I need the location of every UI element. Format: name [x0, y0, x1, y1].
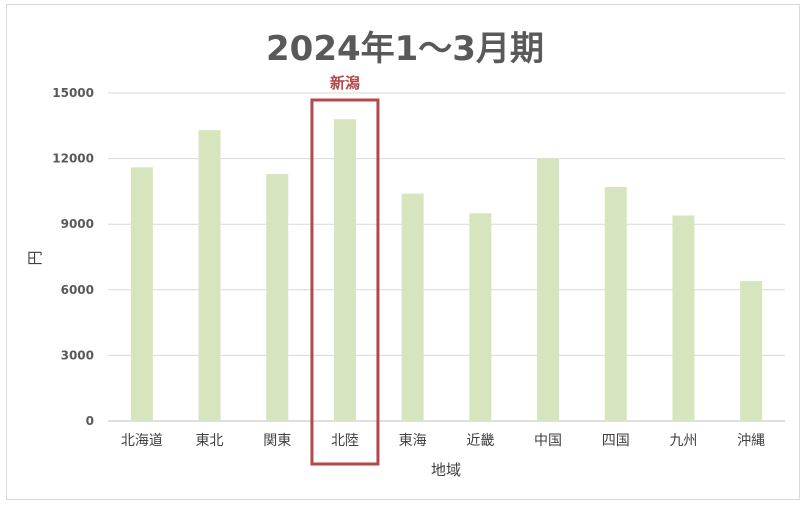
gridlines [108, 92, 785, 422]
y-tick-labels: 0 3000 6000 9000 12000 15000 [52, 86, 94, 428]
bars [130, 119, 763, 422]
highlight-label: 新潟 [330, 74, 360, 92]
x-tick-label: 四国 [602, 433, 630, 449]
y-axis-label: 円 [26, 250, 44, 265]
chart-frame [6, 4, 800, 500]
chart-title: 2024年1～3月期 [266, 29, 544, 69]
y-tick-label: 0 [86, 414, 94, 428]
x-tick-label: 中国 [534, 433, 562, 449]
y-tick-label: 6000 [61, 283, 94, 297]
bar [266, 173, 289, 421]
y-tick-label: 12000 [52, 152, 94, 166]
x-tick-labels: 北海道 東北 関東 北陸 東海 近畿 中国 四国 九州 沖縄 [121, 433, 765, 449]
highlight-box [310, 98, 380, 466]
x-tick-label: 近畿 [466, 433, 494, 449]
y-tick-label: 15000 [52, 86, 94, 100]
x-tick-label: 関東 [263, 433, 291, 449]
y-tick-label: 3000 [61, 348, 94, 362]
bar [198, 130, 221, 421]
x-tick-label: 北海道 [121, 433, 163, 449]
x-tick-label: 沖縄 [737, 433, 765, 449]
bar [604, 187, 627, 421]
bar [130, 167, 153, 421]
x-tick-label: 九州 [669, 433, 697, 449]
x-tick-label: 東海 [399, 433, 427, 449]
bar [469, 213, 492, 421]
x-tick-label: 北陸 [331, 433, 359, 449]
bar [333, 119, 356, 422]
y-tick-label: 9000 [61, 217, 94, 231]
highlight-annotation: 新潟 [310, 74, 380, 466]
x-axis-label: 地域 [431, 461, 461, 479]
bar [401, 193, 424, 421]
bar [537, 158, 560, 421]
bar [740, 281, 763, 421]
bar [672, 215, 695, 421]
x-tick-label: 東北 [196, 433, 224, 449]
